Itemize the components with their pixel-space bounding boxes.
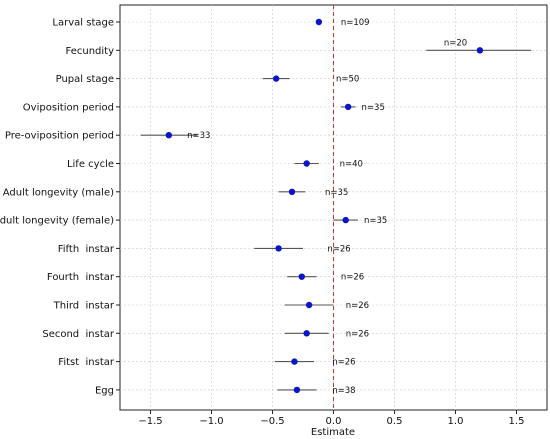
estimate-point [344,103,352,111]
sample-size-label: n=38 [332,386,355,396]
estimate-point [288,188,296,195]
x-tick-label: −1.5 [138,416,162,427]
estimate-point [476,47,484,54]
x-axis-ticks: −1.5 −1.0 −0.5 0.0 0.5 1.0 1.5 [138,410,524,427]
sample-size-label: n=109 [341,18,370,28]
category-label: Adult longevity (male) [3,187,114,198]
sample-size-label: n=20 [444,38,467,48]
sample-size-label: n=26 [327,244,350,254]
category-label: Adult longevity (female) [0,216,114,227]
sample-size-label: n=50 [336,75,359,85]
category-label: Fourth instar [47,272,115,283]
estimate-point [303,330,310,337]
estimate-point [305,301,313,309]
category-label: Life cycle [67,159,114,170]
sample-size-label: n=35 [362,103,385,113]
category-label: Pre-oviposition period [5,131,114,142]
x-tick-label: −1.0 [199,416,223,427]
sample-size-label: n=33 [187,131,210,141]
sample-size-label: n=35 [325,188,348,198]
marks-layer: n=109 n=20 n=50 n=35 n=33 n=40 n=35 n=35 n=26 n=2… [140,18,532,396]
category-label: Pupal stage [56,74,114,85]
sample-size-label: n=26 [341,273,364,283]
y-axis-category-labels: Larval stage Fecundity Pupal stage Oviposit… [0,18,120,396]
estimate-point [291,358,298,365]
category-label: Oviposition period [23,102,114,113]
category-label: Fifth instar [58,244,115,255]
category-label: Egg [95,385,114,396]
sample-size-label: n=26 [346,301,369,311]
estimate-point [315,18,323,26]
category-label: Fecundity [66,46,115,57]
category-label: Second instar [42,329,115,340]
estimate-point [165,132,172,139]
x-tick-label: 1.5 [509,416,525,427]
category-label: Third instar [53,301,115,312]
sample-size-label: n=40 [340,160,363,170]
estimate-point [342,216,349,224]
estimate-point [298,273,305,280]
category-label: Larval stage [52,18,114,29]
sample-size-label: n=26 [332,358,355,368]
estimate-point [303,160,310,167]
sample-size-label: n=26 [346,329,369,339]
estimate-point [293,386,301,394]
x-axis-title: Estimate [311,427,355,438]
x-tick-label: 1.0 [448,416,464,427]
x-tick-label: 0.0 [326,416,342,427]
estimate-point [272,75,280,82]
x-tick-label: 0.5 [387,416,403,427]
sample-size-label: n=35 [364,216,387,226]
x-tick-label: −0.5 [260,416,284,427]
category-label: Fitst instar [58,357,115,368]
estimate-point [275,245,282,252]
